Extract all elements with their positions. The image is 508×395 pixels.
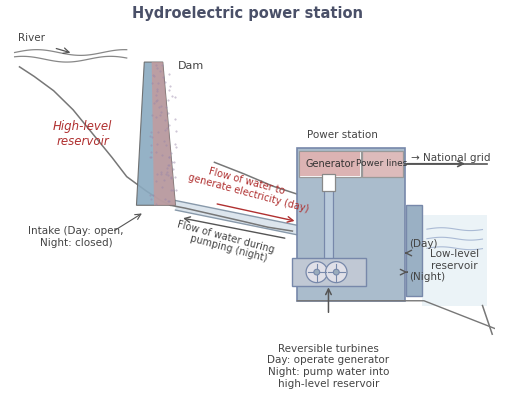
Circle shape (333, 269, 339, 275)
Text: Power lines: Power lines (357, 159, 408, 168)
Bar (362, 151, 402, 177)
Text: Flow of water to: Flow of water to (207, 166, 286, 196)
Bar (299, 151, 361, 177)
Text: (Day): (Day) (409, 239, 438, 249)
Text: Low-level
reservoir: Low-level reservoir (430, 249, 479, 271)
Text: High-level
reservoir: High-level reservoir (53, 120, 113, 148)
Bar (293, 258, 366, 286)
Text: generate electricity (day): generate electricity (day) (187, 172, 310, 214)
Bar (422, 215, 487, 306)
Text: Reversible turbines
Day: operate generator
Night: pump water into
high-level res: Reversible turbines Day: operate generat… (267, 344, 390, 389)
Text: Hydroelectric power station: Hydroelectric power station (132, 6, 363, 21)
Bar (322, 174, 335, 191)
Text: River: River (18, 33, 45, 43)
Text: Dam: Dam (177, 61, 204, 71)
Text: Intake (Day: open,
Night: closed): Intake (Day: open, Night: closed) (28, 226, 124, 248)
Circle shape (326, 261, 347, 283)
Text: Power station: Power station (307, 130, 378, 141)
Polygon shape (175, 201, 302, 236)
Text: Generator: Generator (305, 159, 355, 169)
Text: pumping (night): pumping (night) (189, 233, 269, 263)
Circle shape (306, 261, 328, 283)
Circle shape (314, 269, 320, 275)
Text: (Night): (Night) (409, 272, 446, 282)
Text: → National grid: → National grid (411, 152, 491, 163)
Polygon shape (137, 62, 175, 205)
Bar (300, 152, 360, 176)
Bar (297, 148, 404, 301)
Text: Flow of water during: Flow of water during (176, 219, 276, 255)
Bar (406, 205, 422, 296)
Polygon shape (152, 62, 175, 205)
